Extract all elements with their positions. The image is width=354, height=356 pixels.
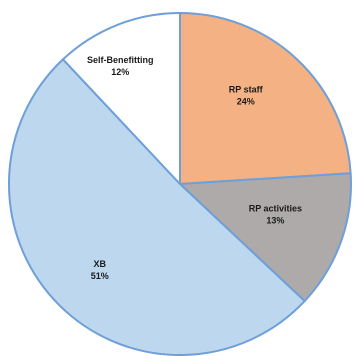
slice-label-value: 12%	[111, 67, 129, 77]
pie-slice-xb	[7, 58, 306, 356]
pie-slices	[7, 12, 352, 356]
pie-slice-rp-activities	[179, 172, 352, 303]
slice-label-name: XB	[94, 259, 107, 269]
pie-slice-rp-staff	[179, 12, 352, 185]
slice-label-value: 13%	[266, 216, 284, 226]
pie-labels: RP staff 24% RP activities 13% XB 51% Self-Ben…	[87, 55, 302, 281]
pie-slice-self-benefitting	[61, 12, 181, 185]
slice-label-name: Self-Benefitting	[87, 55, 154, 65]
slice-label-name: RP staff	[229, 85, 264, 95]
slice-label-value: 24%	[237, 97, 255, 107]
slice-label-name: RP activities	[249, 204, 302, 214]
slice-label-value: 51%	[91, 271, 109, 281]
